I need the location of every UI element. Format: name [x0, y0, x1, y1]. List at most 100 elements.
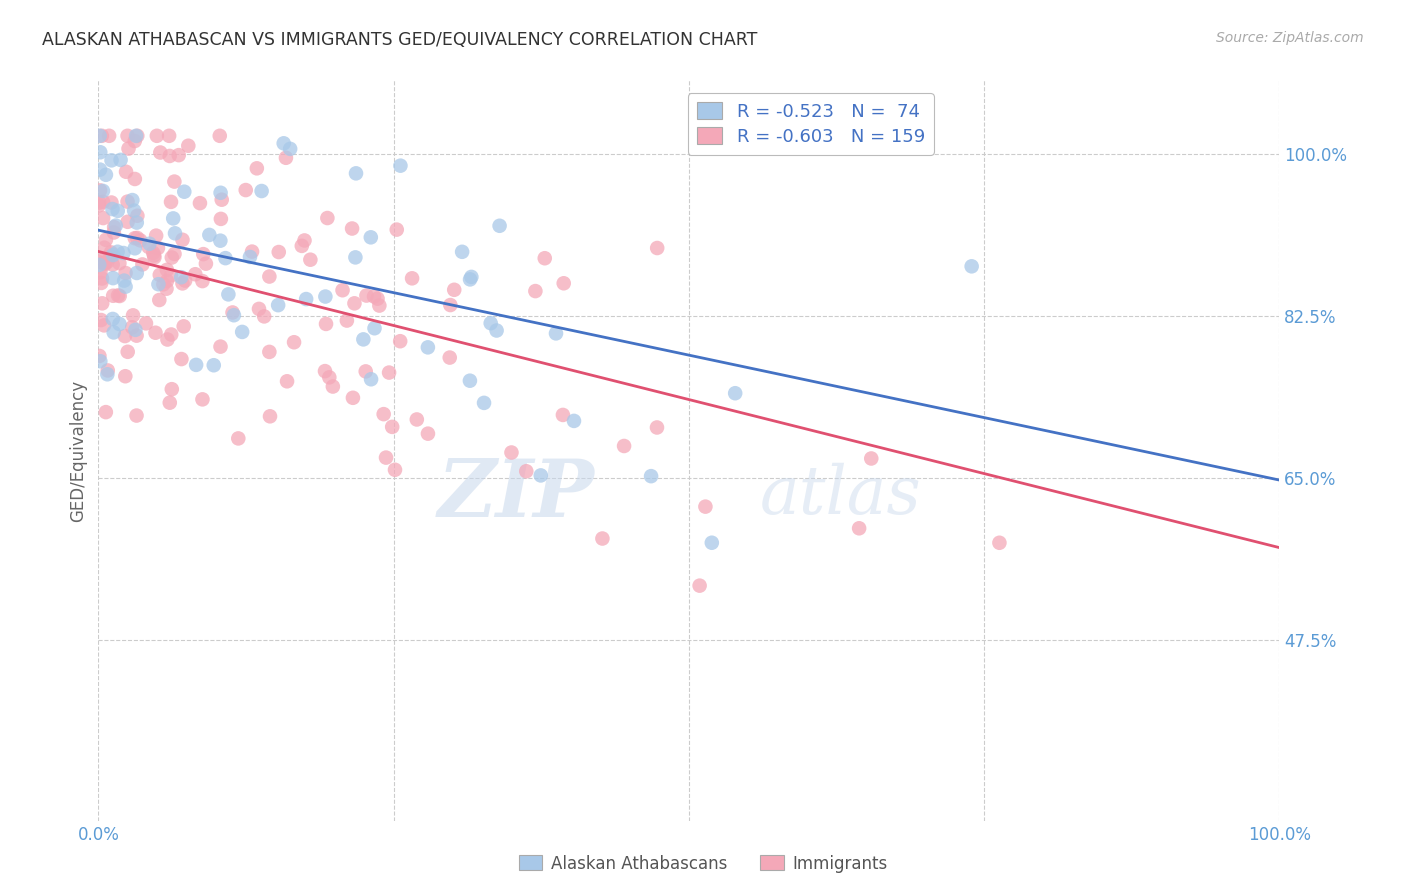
Point: [160, 382, 183, 396]
Point: [125, 409, 148, 423]
Point: [135, 316, 157, 330]
Point: [117, 128, 139, 143]
Point: [160, 268, 183, 283]
Text: ZIP: ZIP: [437, 456, 595, 533]
Point: [253, 310, 276, 324]
Point: [149, 145, 172, 160]
Point: [152, 277, 174, 292]
Point: [217, 287, 239, 301]
Point: [101, 202, 124, 216]
Point: [148, 277, 170, 292]
Point: [100, 245, 122, 260]
Point: [472, 396, 495, 410]
Point: [240, 244, 263, 259]
Point: [124, 323, 146, 337]
Point: [93, 257, 115, 271]
Point: [170, 352, 193, 367]
Point: [101, 289, 124, 303]
Point: [960, 260, 983, 274]
Point: [110, 153, 132, 167]
Point: [159, 149, 181, 163]
Point: [149, 268, 172, 282]
Point: [145, 326, 167, 340]
Point: [291, 239, 314, 253]
Point: [156, 274, 179, 288]
Point: [222, 308, 245, 322]
Point: [159, 395, 181, 409]
Point: [89, 128, 111, 143]
Point: [439, 298, 461, 312]
Point: [551, 408, 574, 422]
Point: [247, 301, 270, 316]
Point: [114, 279, 136, 293]
Point: [344, 251, 367, 265]
Point: [373, 407, 395, 421]
Point: [125, 216, 148, 230]
Point: [378, 366, 401, 380]
Point: [114, 329, 136, 343]
Point: [96, 255, 118, 269]
Point: [336, 313, 359, 327]
Point: [138, 240, 160, 254]
Point: [198, 227, 221, 242]
Point: [314, 289, 336, 303]
Point: [860, 451, 883, 466]
Point: [389, 159, 412, 173]
Point: [354, 364, 377, 378]
Point: [170, 270, 193, 285]
Point: [405, 412, 427, 426]
Point: [107, 244, 129, 259]
Point: [121, 193, 143, 207]
Point: [695, 500, 717, 514]
Point: [231, 325, 253, 339]
Point: [117, 344, 139, 359]
Point: [101, 312, 124, 326]
Point: [93, 255, 115, 269]
Point: [101, 248, 124, 262]
Point: [342, 391, 364, 405]
Point: [553, 277, 575, 291]
Point: [124, 134, 146, 148]
Y-axis label: GED/Equivalency: GED/Equivalency: [69, 379, 87, 522]
Point: [340, 221, 363, 235]
Point: [209, 186, 232, 200]
Point: [107, 288, 129, 302]
Point: [184, 358, 207, 372]
Point: [356, 288, 378, 302]
Point: [90, 128, 112, 143]
Point: [188, 196, 211, 211]
Point: [91, 211, 114, 225]
Point: [384, 463, 406, 477]
Point: [416, 340, 439, 354]
Point: [363, 321, 385, 335]
Point: [246, 161, 269, 176]
Point: [501, 445, 523, 459]
Point: [96, 368, 118, 382]
Point: [544, 326, 567, 341]
Point: [162, 211, 184, 226]
Point: [322, 379, 344, 393]
Point: [533, 252, 555, 266]
Point: [127, 128, 149, 143]
Point: [103, 326, 125, 340]
Point: [283, 335, 305, 350]
Point: [108, 317, 131, 331]
Point: [278, 142, 301, 156]
Text: atlas: atlas: [759, 462, 921, 527]
Point: [163, 175, 186, 189]
Point: [640, 469, 662, 483]
Point: [443, 283, 465, 297]
Point: [142, 245, 165, 260]
Point: [314, 364, 336, 378]
Point: [381, 420, 404, 434]
Point: [360, 230, 382, 244]
Point: [173, 185, 195, 199]
Point: [259, 345, 281, 359]
Point: [273, 136, 295, 151]
Point: [194, 257, 217, 271]
Point: [114, 369, 136, 384]
Point: [89, 183, 111, 197]
Point: [122, 203, 145, 218]
Point: [172, 277, 194, 291]
Point: [226, 431, 249, 445]
